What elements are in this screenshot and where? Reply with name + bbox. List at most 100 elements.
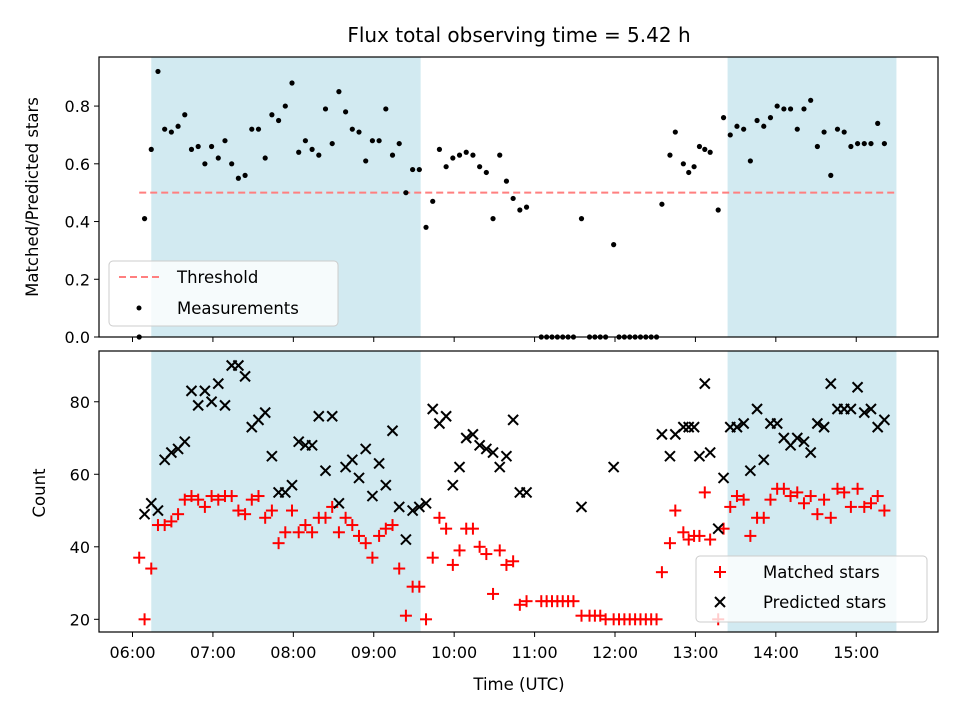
measurement-point: [302, 138, 308, 144]
measurement-point: [517, 207, 523, 213]
predicted-stars-point: [751, 403, 763, 415]
measurement-point: [667, 152, 673, 158]
chart-title: Flux total observing time = 5.42 h: [347, 23, 690, 47]
predicted-stars-point: [232, 359, 245, 372]
measurement-point: [767, 115, 774, 121]
measurement-point: [794, 126, 800, 132]
measurement-point: [841, 129, 847, 135]
predicted-stars-point: [259, 406, 271, 419]
measurement-point: [720, 115, 727, 121]
predicted-stars-point: [440, 410, 452, 422]
measurement-point: [141, 216, 148, 222]
measurement-point: [754, 117, 760, 124]
measurement-point: [510, 195, 516, 202]
predicted-stars-point: [487, 446, 499, 459]
matched-stars-point: [185, 490, 198, 503]
measurement-point: [680, 161, 686, 167]
count-y-tick-label: 40: [70, 538, 90, 557]
matched-stars-point: [851, 482, 864, 495]
legend-measurements-label: Measurements: [177, 299, 299, 318]
measurement-point: [707, 149, 713, 155]
legend-matched-swatch: [714, 566, 726, 578]
measurement-point: [182, 112, 188, 118]
predicted-stars-point: [825, 377, 837, 390]
predicted-stars-point: [467, 428, 479, 441]
legend-matched-label: Matched stars: [763, 563, 880, 582]
matched-stars-point: [704, 533, 717, 546]
ratio-y-tick-label: 0.2: [65, 270, 90, 289]
matched-stars-point: [650, 613, 663, 626]
x-tick-label: 08:00: [270, 643, 316, 662]
matched-stars-point: [698, 486, 711, 499]
matched-stars-point: [292, 526, 305, 539]
measurement-point: [774, 103, 780, 109]
predicted-stars-point: [313, 410, 325, 422]
ratio-panel-frame: [98, 56, 939, 338]
measurement-point: [235, 175, 241, 181]
measurement-point: [396, 140, 402, 147]
measurement-point: [162, 126, 168, 132]
measurement-point: [215, 155, 221, 161]
measurement-point: [611, 242, 617, 248]
measurement-point: [456, 152, 463, 158]
matched-stars-point: [252, 490, 265, 503]
measurement-point: [450, 155, 456, 161]
measurement-point: [416, 166, 422, 173]
matched-stars-point: [138, 613, 151, 626]
matched-stars-point: [232, 504, 245, 517]
matched-stars-point: [453, 544, 466, 557]
measurement-point: [814, 143, 820, 150]
predicted-stars-point: [507, 414, 519, 426]
legend-predicted-swatch: [714, 596, 726, 608]
matched-stars-point: [777, 482, 790, 495]
measurement-point: [854, 140, 861, 147]
predicted-stars-point: [333, 497, 345, 509]
measurement-point: [168, 129, 174, 135]
measurement-point: [503, 178, 510, 184]
measurement-point: [578, 216, 585, 222]
measurement-point: [868, 140, 874, 147]
x-tick-label: 06:00: [109, 643, 155, 662]
count-y-tick-label: 80: [70, 393, 90, 412]
predicted-stars-point: [693, 450, 706, 462]
predicted-stars-point: [266, 450, 278, 462]
matched-stars-point: [804, 490, 817, 503]
count-y-tick-label: 20: [70, 610, 90, 629]
measurement-point: [761, 123, 767, 129]
matched-stars-point: [393, 562, 406, 575]
predicted-stars-point: [179, 435, 191, 448]
predicted-stars-point: [664, 450, 676, 462]
measurement-point: [255, 126, 262, 132]
matched-stars-point: [353, 529, 366, 542]
matched-stars-point: [493, 544, 506, 557]
predicted-stars-point: [811, 417, 824, 430]
matched-stars-point: [299, 519, 312, 532]
measurement-point: [436, 146, 443, 152]
measurement-point: [202, 161, 208, 167]
measurement-point: [523, 204, 530, 210]
matched-stars-point: [858, 500, 871, 513]
x-tick-label: 12:00: [592, 643, 638, 662]
predicted-stars-point: [185, 385, 198, 397]
ratio-y-tick-label: 0.8: [65, 97, 90, 116]
measurement-point: [477, 164, 483, 170]
predicted-stars-point: [798, 435, 810, 448]
matched-stars-point: [744, 529, 757, 542]
x-tick-label: 13:00: [672, 643, 718, 662]
matched-stars-point: [145, 562, 158, 575]
predicted-stars-point: [386, 425, 399, 437]
measurement-point: [410, 166, 416, 173]
measurement-point: [363, 158, 369, 164]
measurement-point: [497, 152, 503, 158]
matched-stars-point: [433, 511, 446, 524]
matched-stars-point: [784, 490, 797, 503]
x-axis-label: Time (UTC): [472, 675, 564, 694]
legend-measurements-swatch: [136, 305, 142, 311]
matched-stars-point: [245, 493, 258, 506]
predicted-stars-point: [373, 457, 385, 470]
matched-stars-point: [413, 580, 426, 593]
measurement-point: [686, 169, 692, 176]
matched-stars-point: [165, 515, 178, 528]
ratio-y-tick-label: 0.0: [65, 328, 90, 347]
measurement-point: [262, 155, 268, 161]
